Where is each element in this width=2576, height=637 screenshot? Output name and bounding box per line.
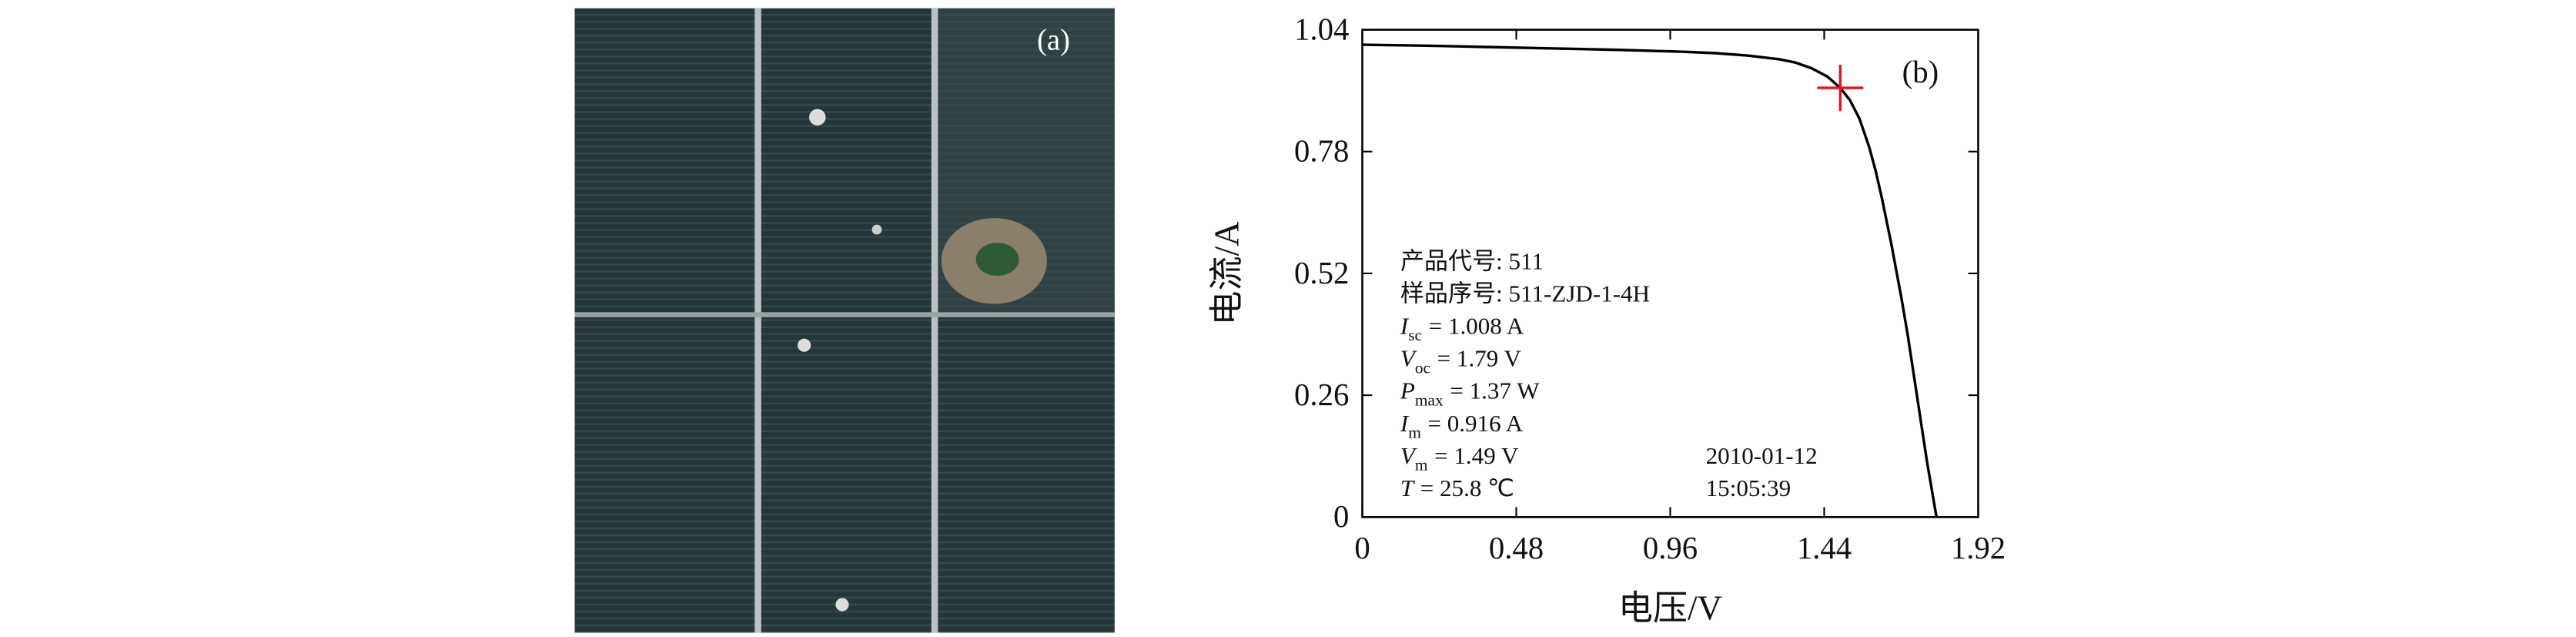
date: 2010-01-12 xyxy=(1706,442,1818,469)
y-tick-label: 0.78 xyxy=(1294,134,1349,169)
annotation: Im = 0.916 A xyxy=(1400,410,1524,442)
annotation: 产品代号: 511 xyxy=(1400,248,1544,275)
defect xyxy=(809,109,826,126)
y-tick-label: 0.26 xyxy=(1294,377,1349,412)
y-axis-label: 电流/A xyxy=(1208,221,1246,326)
annotation: T = 25.8 ℃ xyxy=(1400,474,1514,501)
damage-core xyxy=(975,243,1019,277)
annotation-text: 样品序号: 511-ZJD-1-4H xyxy=(1400,280,1650,307)
max-power-marker xyxy=(1817,65,1864,112)
panel-label: (a) xyxy=(1037,24,1070,56)
defect xyxy=(871,224,882,235)
iv-curve xyxy=(1362,43,1939,518)
annotation-text: = 0.916 A xyxy=(1427,410,1523,437)
symbol: T xyxy=(1400,474,1416,501)
symbol: I xyxy=(1400,313,1410,340)
symbol: I xyxy=(1400,410,1410,437)
x-tick-label: 0 xyxy=(1354,531,1370,565)
subscript: m xyxy=(1415,455,1428,474)
annotation: 样品序号: 511-ZJD-1-4H xyxy=(1400,280,1650,307)
x-tick-label: 0.96 xyxy=(1643,531,1698,565)
subscript: oc xyxy=(1415,358,1430,377)
y-tick-label: 0.52 xyxy=(1294,256,1349,290)
x-tick-label: 0.48 xyxy=(1489,531,1544,565)
y-tick-label: 1.04 xyxy=(1294,12,1349,46)
annotation-text: = 1.008 A xyxy=(1429,313,1524,340)
x-axis-label: 电压/V xyxy=(1618,588,1722,627)
subscript: sc xyxy=(1408,326,1422,344)
defect xyxy=(798,338,811,352)
annotation-text: = 1.49 V xyxy=(1434,442,1519,469)
y-tick-label: 0 xyxy=(1333,499,1349,534)
annotation-text: = 1.37 W xyxy=(1450,377,1540,404)
symbol: V xyxy=(1400,442,1417,469)
cell-gap xyxy=(574,312,1115,317)
photo: (a) xyxy=(574,8,1115,633)
busbar xyxy=(754,8,761,633)
time: 15:05:39 xyxy=(1706,474,1791,501)
annotation: Isc = 1.008 A xyxy=(1400,313,1524,345)
panel-label: (b) xyxy=(1902,55,1939,89)
symbol: P xyxy=(1400,377,1415,404)
annotation: Voc = 1.79 V xyxy=(1400,345,1522,377)
defect xyxy=(835,598,849,612)
x-tick-label: 1.92 xyxy=(1951,531,2006,565)
annotation: Vm = 1.49 V xyxy=(1400,442,1519,474)
annotation-text: = 25.8 ℃ xyxy=(1420,474,1514,501)
subscript: m xyxy=(1408,423,1421,441)
annotation-text: 产品代号: 511 xyxy=(1400,248,1544,275)
annotation: Pmax = 1.37 W xyxy=(1400,377,1540,410)
symbol: V xyxy=(1400,345,1417,372)
x-tick-label: 1.44 xyxy=(1797,531,1852,565)
annotation-text: = 1.79 V xyxy=(1437,345,1522,372)
subscript: max xyxy=(1415,391,1444,409)
busbar xyxy=(931,8,938,633)
